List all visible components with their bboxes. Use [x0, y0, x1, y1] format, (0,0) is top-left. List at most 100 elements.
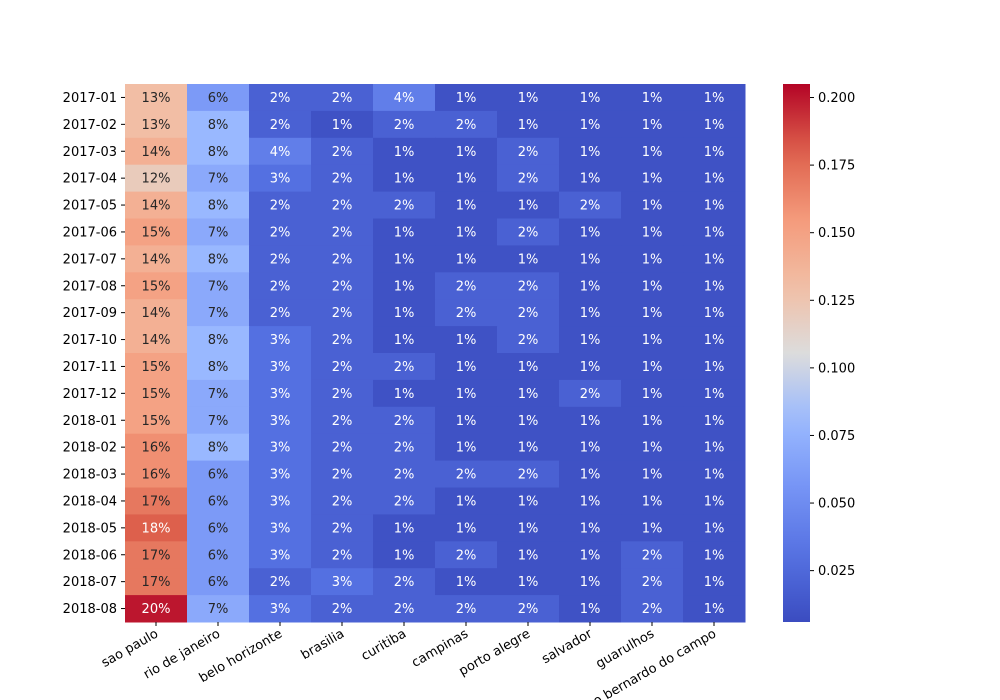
heatmap-cell [187, 541, 250, 569]
cell-label: 2% [332, 172, 353, 187]
heatmap-cell [125, 433, 188, 462]
heatmap-cell [125, 514, 188, 542]
cell-label: 2% [332, 279, 353, 294]
cell-label: 1% [580, 145, 601, 160]
cell-label: 2% [518, 145, 539, 160]
cell-label: 2% [332, 333, 353, 348]
colorbar-tick-label: 0.075 [818, 429, 855, 444]
heatmap-cell [249, 164, 312, 193]
cell-label: 1% [580, 575, 601, 590]
cell-label: 2% [456, 468, 477, 483]
heatmap-cell [311, 487, 374, 515]
heatmap-cell [621, 326, 684, 354]
cell-label: 1% [518, 360, 539, 375]
cell-label: 18% [142, 521, 171, 536]
heatmap-cell [125, 541, 188, 569]
cell-label: 1% [642, 252, 663, 267]
heatmap-cell [497, 460, 560, 488]
cell-label: 1% [642, 333, 663, 348]
cell-label: 1% [456, 494, 477, 509]
cell-label: 1% [642, 199, 663, 214]
heatmap-cell [249, 84, 312, 112]
cell-label: 1% [704, 602, 725, 617]
heatmap-cell [559, 137, 622, 166]
colorbar-tick-label: 0.050 [818, 497, 855, 512]
heatmap-cell [621, 84, 684, 112]
heatmap-cell [125, 353, 188, 381]
y-tick-label: 2018-08 [63, 602, 117, 617]
heatmap-cell [125, 164, 188, 193]
heatmap-cell [125, 110, 188, 139]
heatmap-cell [435, 353, 498, 381]
heatmap-cell [373, 245, 436, 273]
cell-label: 1% [704, 575, 725, 590]
cell-label: 1% [518, 521, 539, 536]
heatmap-cell [559, 379, 622, 408]
cell-label: 2% [332, 199, 353, 214]
heatmap-cell [373, 568, 436, 596]
colorbar-gradient [783, 84, 810, 622]
cell-label: 1% [704, 494, 725, 509]
cell-label: 4% [394, 91, 415, 106]
cell-label: 13% [142, 91, 171, 106]
heatmap-cell [621, 110, 684, 139]
heatmap-cell [435, 84, 498, 112]
heatmap-cell [497, 191, 560, 219]
colorbar-tick-label: 0.150 [818, 226, 855, 241]
heatmap-cell [435, 379, 498, 408]
y-tick-label: 2017-09 [63, 306, 117, 321]
cell-label: 1% [704, 521, 725, 536]
heatmap-cell [311, 595, 374, 623]
heatmap-cell [187, 326, 250, 354]
cell-label: 1% [704, 225, 725, 240]
heatmap-cell [373, 164, 436, 193]
cell-label: 8% [208, 333, 229, 348]
heatmap-cell [559, 218, 622, 246]
heatmap-cell [311, 379, 374, 408]
cell-label: 15% [142, 225, 171, 240]
heatmap-cell [187, 191, 250, 219]
cell-label: 1% [704, 306, 725, 321]
heatmap-cell [249, 514, 312, 542]
cell-label: 2% [270, 279, 291, 294]
cell-label: 1% [456, 252, 477, 267]
cell-label: 2% [642, 602, 663, 617]
cell-label: 2% [332, 360, 353, 375]
heatmap-cell [125, 379, 188, 408]
heatmap-cell [373, 137, 436, 166]
cell-label: 1% [704, 333, 725, 348]
cell-label: 1% [704, 548, 725, 563]
cell-label: 1% [580, 172, 601, 187]
heatmap-cell [497, 595, 560, 623]
cell-label: 1% [704, 360, 725, 375]
heatmap-cell [125, 568, 188, 596]
cell-label: 1% [332, 118, 353, 133]
heatmap-cell [497, 353, 560, 381]
x-tick-label: salvador [539, 626, 595, 667]
cell-label: 1% [642, 172, 663, 187]
heatmap-cell [249, 541, 312, 569]
heatmap-cell [187, 245, 250, 273]
heatmap-cell [373, 460, 436, 488]
heatmap-cell [559, 299, 622, 327]
heatmap-cell [187, 272, 250, 300]
heatmap-cell [249, 272, 312, 300]
heatmap-cell [621, 460, 684, 488]
cell-label: 1% [394, 387, 415, 402]
cell-label: 2% [332, 602, 353, 617]
heatmap-cell [311, 137, 374, 166]
heatmap-cell [125, 272, 188, 300]
heatmap-cell [125, 326, 188, 354]
cell-label: 2% [394, 360, 415, 375]
heatmap-cell [559, 541, 622, 569]
heatmap-cell [125, 137, 188, 166]
cell-label: 2% [456, 279, 477, 294]
heatmap-cell [435, 110, 498, 139]
cell-label: 1% [456, 414, 477, 429]
cell-label: 1% [394, 172, 415, 187]
heatmap-cell [125, 218, 188, 246]
cell-label: 3% [270, 441, 291, 456]
cell-label: 1% [580, 91, 601, 106]
cell-label: 2% [394, 575, 415, 590]
heatmap-cell [435, 218, 498, 246]
